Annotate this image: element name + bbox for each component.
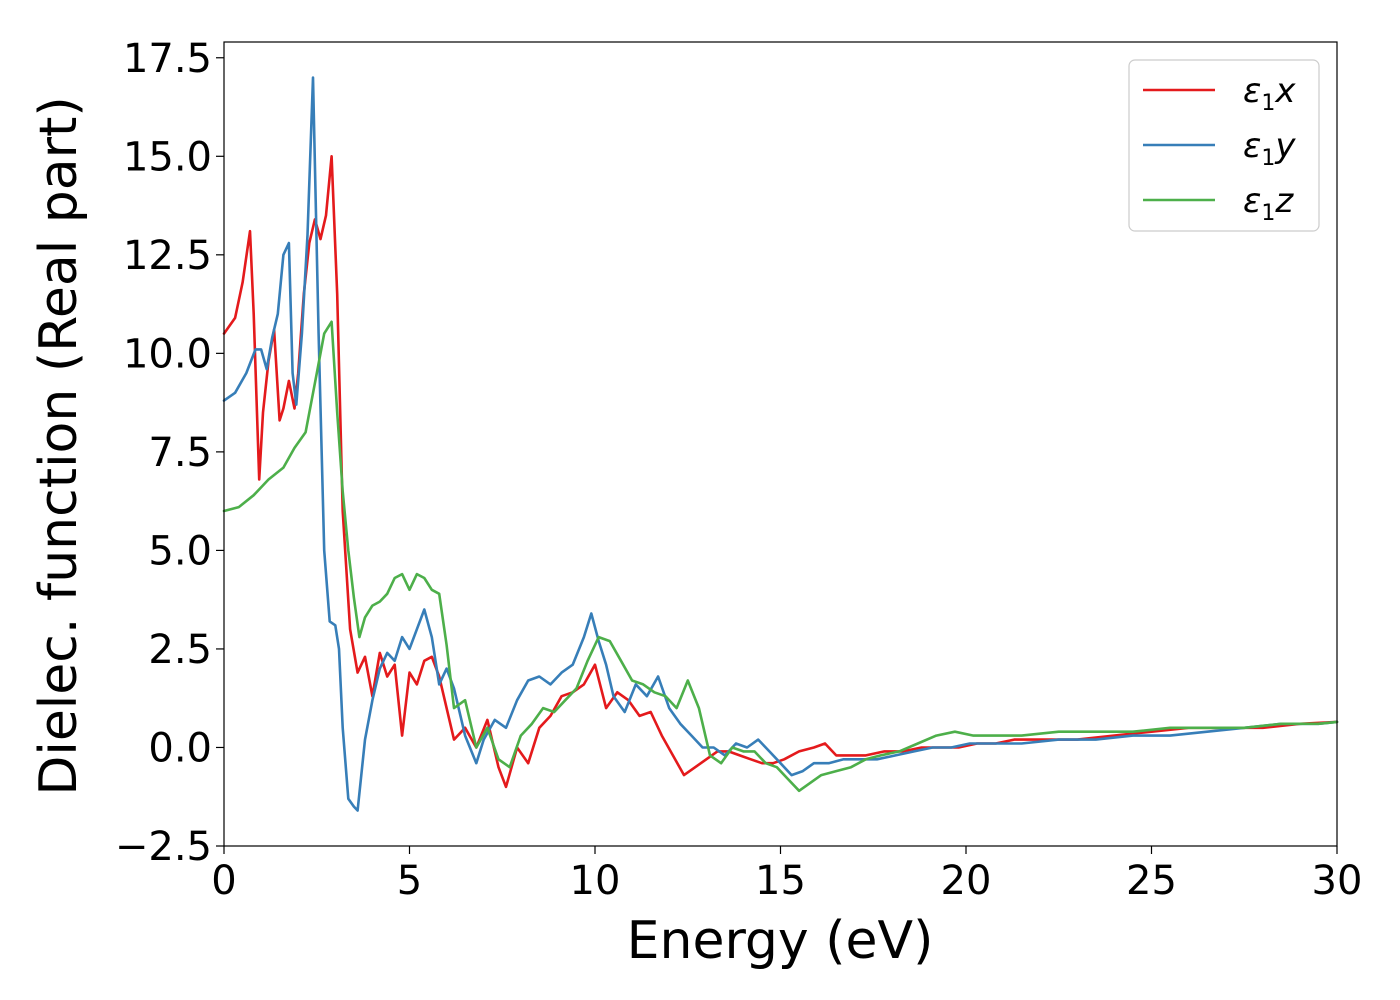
y-tick-label: −2.5 bbox=[115, 824, 212, 870]
legend-subscript: 1 bbox=[1261, 146, 1275, 171]
legend-variable: x bbox=[1274, 71, 1296, 111]
legend-box bbox=[1128, 59, 1320, 232]
x-axis: 0 5 10 15 20 25 30 bbox=[211, 846, 1362, 904]
legend-symbol: ε bbox=[1243, 126, 1261, 166]
y-tick-label: 0.0 bbox=[148, 725, 212, 771]
legend-subscript: 1 bbox=[1261, 201, 1275, 226]
x-tick-label: 15 bbox=[755, 858, 806, 904]
x-tick-label: 30 bbox=[1312, 858, 1363, 904]
legend-symbol: ε bbox=[1243, 181, 1261, 221]
y-axis-title: Dielec. function (Real part) bbox=[29, 96, 89, 795]
x-tick-label: 10 bbox=[570, 858, 621, 904]
y-tick-label: 10.0 bbox=[123, 331, 212, 377]
legend-subscript: 1 bbox=[1261, 91, 1275, 116]
legend-symbol: ε bbox=[1243, 71, 1261, 111]
legend-variable: z bbox=[1274, 181, 1294, 221]
legend-label-y: ε1y bbox=[1243, 126, 1296, 171]
series-line-z bbox=[222, 320, 1339, 793]
series-line-y bbox=[222, 76, 1339, 812]
legend-variable: y bbox=[1274, 126, 1296, 166]
y-tick-label: 2.5 bbox=[148, 627, 212, 673]
x-tick-label: 5 bbox=[397, 858, 422, 904]
y-tick-label: 17.5 bbox=[123, 36, 212, 82]
x-tick-label: 25 bbox=[1126, 858, 1177, 904]
x-axis-title: Energy (eV) bbox=[627, 911, 934, 971]
series-layer bbox=[222, 76, 1339, 812]
y-tick-label: 15.0 bbox=[123, 134, 212, 180]
y-axis: −2.5 0.0 2.5 5.0 7.5 10.0 12.5 15.0 17.5 bbox=[115, 36, 224, 870]
legend-label-z: ε1z bbox=[1243, 181, 1294, 226]
x-tick-label: 0 bbox=[211, 858, 236, 904]
x-tick-label: 20 bbox=[941, 858, 992, 904]
y-tick-label: 5.0 bbox=[148, 528, 212, 574]
legend-label-x: ε1x bbox=[1243, 71, 1296, 116]
y-tick-label: 7.5 bbox=[148, 430, 212, 476]
series-line-x bbox=[222, 155, 1339, 789]
y-tick-label: 12.5 bbox=[123, 233, 212, 279]
